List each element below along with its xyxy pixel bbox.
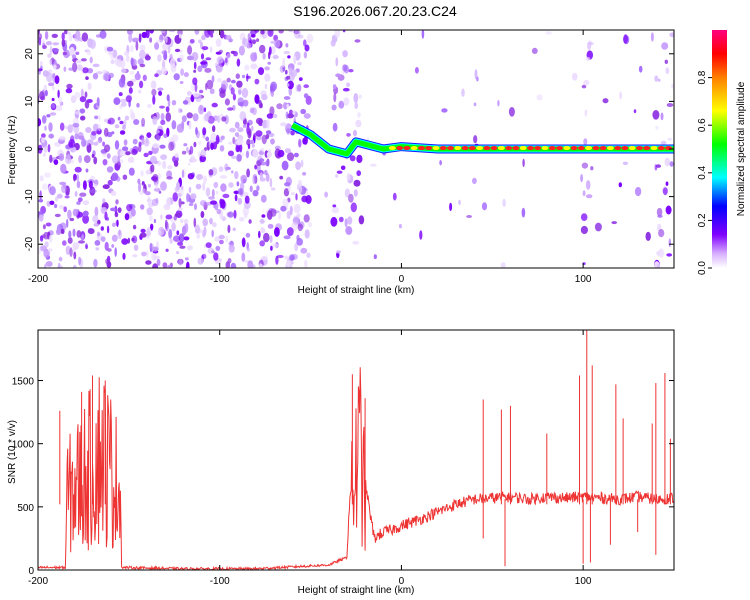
snr-series-line [38, 367, 674, 570]
colorbar-tick-label: 0.0 [697, 261, 708, 275]
spectrogram-image [38, 30, 674, 268]
colorbar-ticks: 0.0 0.2 0.4 0.6 0.8 [697, 70, 712, 275]
snr-xtick-label: -200 [28, 576, 48, 587]
signal-core [606, 146, 614, 151]
signal-core [497, 146, 505, 151]
colorbar-tick-label: 0.2 [697, 213, 708, 227]
signal-core [439, 146, 447, 151]
signal-core [483, 146, 491, 151]
spectrogram-xtick-label: 100 [575, 274, 592, 285]
snr-xtick-label: -100 [210, 576, 230, 587]
signal-core [468, 146, 476, 151]
spectrogram-ytick-label: -10 [24, 189, 35, 204]
spectrogram-ytick-label: -20 [24, 237, 35, 252]
signal-core [432, 146, 440, 151]
signal-core [476, 146, 484, 151]
snr-ylabel: SNR (10 * v/v) [7, 420, 18, 484]
signal-core [446, 146, 454, 151]
snr-ytick-label: 500 [17, 503, 34, 514]
signal-core [635, 146, 643, 151]
spectrogram-xtick-label: 0 [399, 274, 405, 285]
spectrogram-ytick-label: 20 [24, 48, 35, 60]
signal-core [541, 146, 549, 151]
colorbar-tick-label: 0.6 [697, 118, 708, 132]
signal-core [425, 146, 433, 151]
signal-core [512, 146, 520, 151]
signal-core [657, 146, 665, 151]
snr-xtick-label: 0 [399, 576, 405, 587]
spectrogram-xtick-label: -100 [210, 274, 230, 285]
signal-core [570, 146, 578, 151]
signal-core [490, 146, 498, 151]
signal-core [410, 146, 418, 151]
signal-core [526, 146, 534, 151]
snr-xlabel: Height of straight line (km) [298, 585, 415, 596]
signal-core [417, 146, 425, 151]
colorbar-tick-label: 0.4 [697, 165, 708, 179]
colorbar: 0.0 0.2 0.4 0.6 0.8 Normalized spectral ampl… [697, 30, 747, 275]
signal-core [650, 146, 658, 151]
signal-core [556, 146, 564, 151]
chart-title: S196.2026.067.20.23.C24 [293, 3, 457, 19]
signal-core [548, 146, 556, 151]
signal-core [461, 146, 469, 151]
spectrogram-ytick-label: 10 [24, 95, 35, 107]
snr-frame [37, 329, 675, 571]
snr-xtick-label: 100 [575, 576, 592, 587]
signal-core [585, 146, 593, 151]
spectrogram-ytick-label: 0 [24, 146, 35, 152]
snr-ytick-label: 1500 [12, 377, 35, 388]
signal-core [534, 146, 542, 151]
signal-core [592, 146, 600, 151]
signal-core [519, 146, 527, 151]
spectrogram-ylabel: Frequency (Hz) [7, 116, 18, 185]
signal-core [563, 146, 571, 151]
colorbar-tick-label: 0.8 [697, 70, 708, 84]
signal-core [505, 146, 513, 151]
colorbar-label: Normalized spectral amplitude [736, 81, 747, 216]
signal-core [388, 146, 396, 151]
signal-core [577, 146, 585, 151]
snr-spikes [59, 330, 671, 567]
signal-core [621, 146, 629, 151]
spectrogram-xlabel: Height of straight line (km) [298, 285, 415, 296]
colorbar-gradient [712, 30, 727, 268]
signal-core [454, 146, 462, 151]
signal-core [396, 146, 404, 151]
signal-core [643, 146, 651, 151]
snr-ytick-label: 1000 [12, 440, 35, 451]
signal-core [628, 146, 636, 151]
snr-ytick-label: 0 [28, 566, 34, 577]
signal-core [403, 146, 411, 151]
signal-core [614, 146, 622, 151]
signal-core [599, 146, 607, 151]
spectrogram-xtick-label: -200 [28, 274, 48, 285]
